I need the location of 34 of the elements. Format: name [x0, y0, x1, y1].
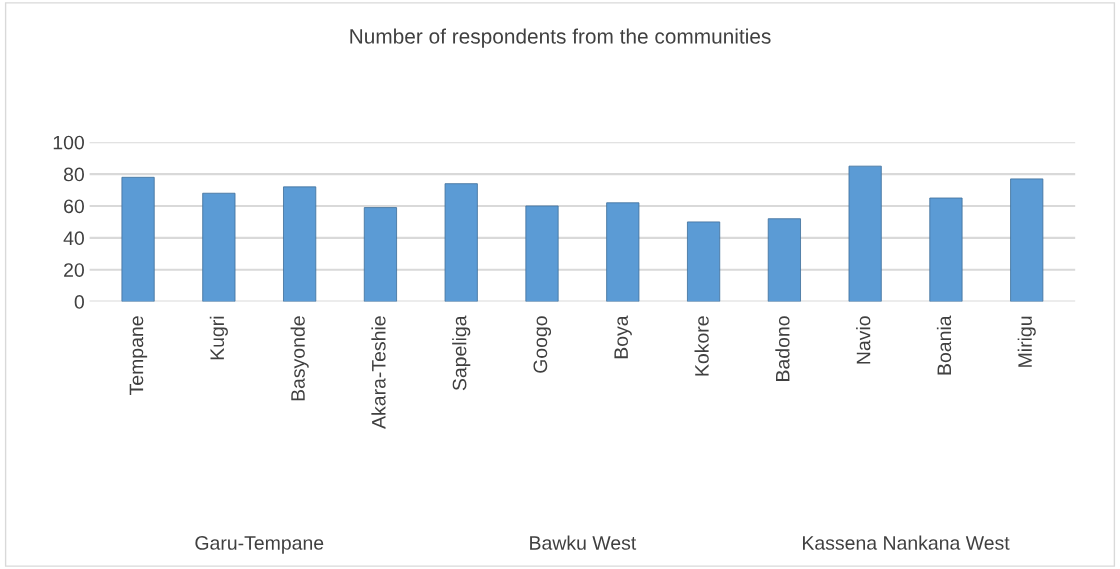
bar: [525, 205, 559, 302]
bar: [202, 192, 236, 302]
bar: [283, 186, 317, 302]
y-tick-label: 100: [53, 135, 84, 150]
y-tick-label: 60: [64, 199, 84, 214]
x-tick-label: Kugri: [209, 316, 228, 360]
x-tick-label: Googo: [533, 316, 552, 373]
x-tick-label: Basyonde: [290, 316, 309, 401]
x-tick-label: Boya: [614, 315, 632, 359]
text: Bawku West: [530, 535, 637, 550]
bar: [687, 221, 721, 302]
x-tick-label: Sapeliga: [452, 315, 471, 391]
bar: [848, 165, 882, 302]
x-tick-label: Kokore: [694, 316, 709, 376]
x-tick-label: Navio: [856, 316, 871, 364]
y-tick-label: 0: [74, 295, 84, 309]
bar: [444, 183, 478, 302]
bar: [363, 207, 398, 302]
x-tick-label: Tempane: [129, 316, 148, 395]
bar: [121, 176, 155, 302]
y-tick-label: 20: [64, 263, 84, 277]
bar: [606, 202, 640, 302]
y-tick-label: 80: [63, 167, 84, 182]
chart-title: Number of respondents from the communities: [350, 28, 771, 48]
bar: [1010, 178, 1044, 302]
bar: [929, 197, 963, 302]
x-tick-label: Badono: [775, 316, 790, 381]
text: Kassena Nankana West: [803, 535, 1010, 550]
y-tick-label: 40: [63, 231, 84, 246]
x-tick-label: Akara-Teshie: [371, 316, 386, 429]
x-tick-label: Mirigu: [1017, 316, 1036, 367]
x-tick-label: Boania: [936, 315, 952, 375]
bar: [767, 218, 801, 302]
text: Garu-Tempane: [195, 536, 324, 554]
